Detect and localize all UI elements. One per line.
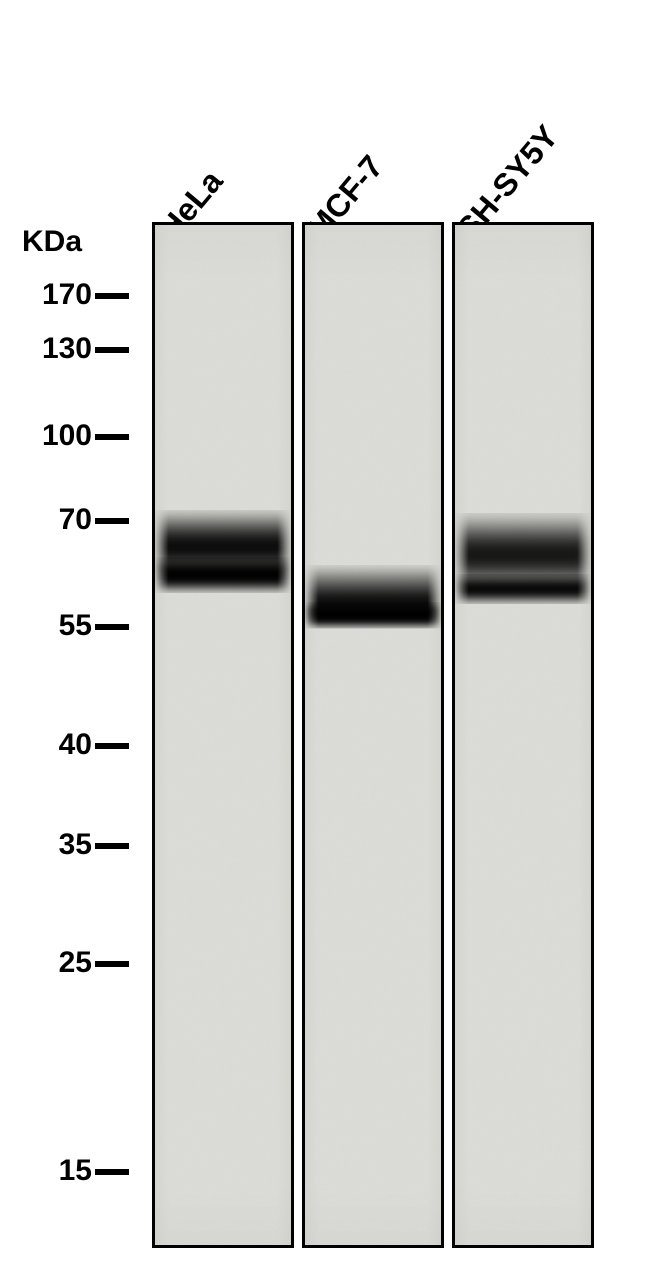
lane-shading — [455, 225, 591, 1245]
marker-tick — [95, 961, 129, 967]
marker-label: 15 — [59, 1154, 92, 1188]
marker-tick — [95, 434, 129, 440]
kda-unit-label: KDa — [22, 225, 82, 259]
lane-shading — [305, 225, 441, 1245]
marker-label: 55 — [59, 609, 92, 643]
blot-lane — [302, 222, 444, 1248]
marker-tick — [95, 293, 129, 299]
marker-label: 35 — [59, 828, 92, 862]
marker-tick — [95, 518, 129, 524]
marker-label: 70 — [59, 503, 92, 537]
protein-band — [305, 602, 441, 628]
marker-label: 100 — [42, 419, 92, 453]
marker-tick — [95, 347, 129, 353]
marker-label: 130 — [42, 332, 92, 366]
blot-lane — [152, 222, 294, 1248]
protein-band — [155, 557, 291, 593]
lane-shading — [155, 225, 291, 1245]
western-blot-figure: KDa HeLaMCF-7SH-SY5Y 1701301007055403525… — [0, 0, 660, 1284]
marker-label: 25 — [59, 946, 92, 980]
marker-label: 170 — [42, 278, 92, 312]
protein-band — [455, 574, 591, 604]
marker-tick — [95, 624, 129, 630]
marker-tick — [95, 1169, 129, 1175]
marker-tick — [95, 743, 129, 749]
blot-lane — [452, 222, 594, 1248]
marker-tick — [95, 843, 129, 849]
marker-label: 40 — [59, 728, 92, 762]
